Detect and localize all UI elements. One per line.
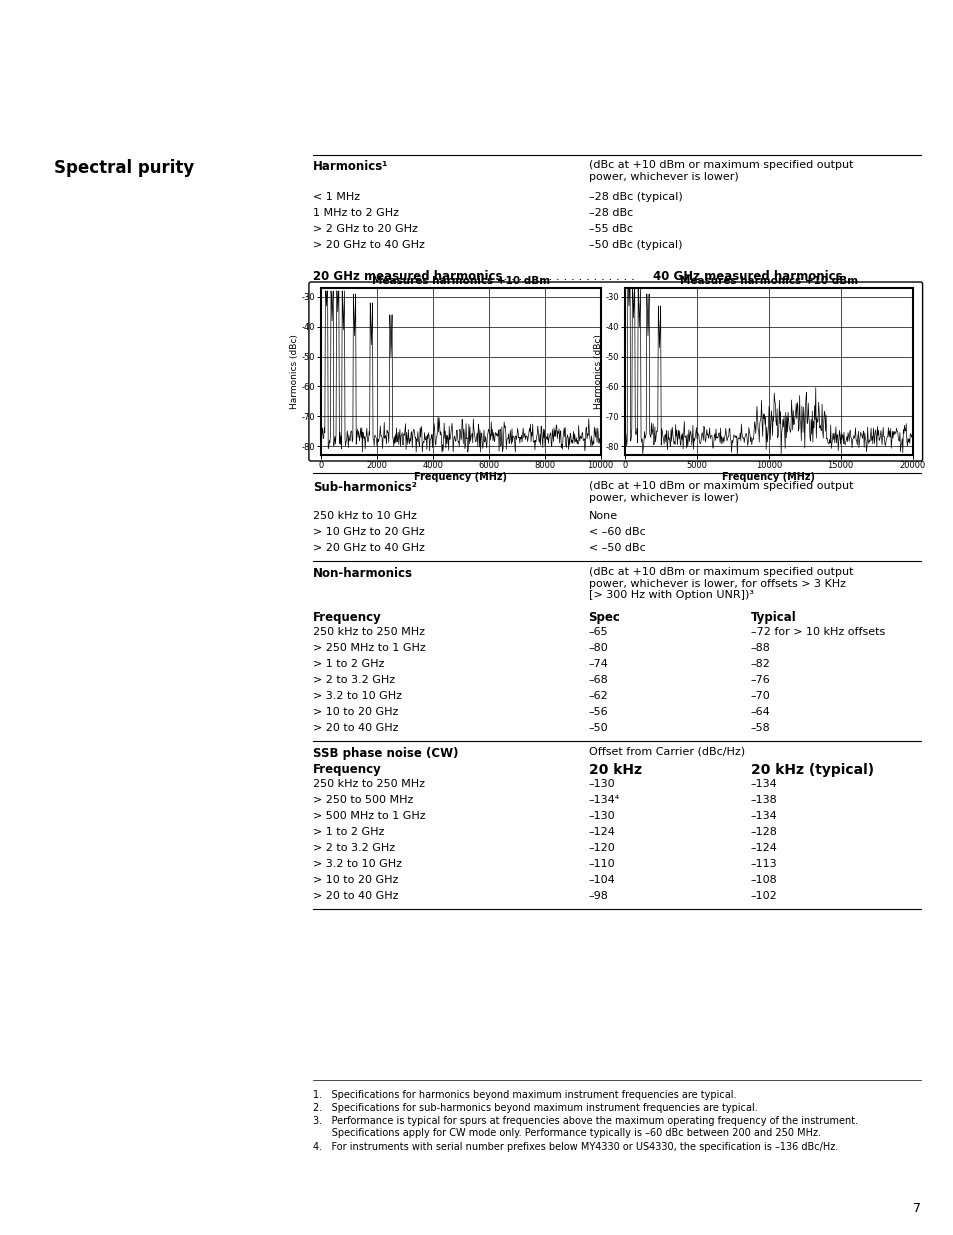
Text: 4.   For instruments with serial number prefixes below MY4330 or US4330, the spe: 4. For instruments with serial number pr… [313,1142,838,1152]
Text: Frequency: Frequency [313,763,381,776]
Text: > 500 MHz to 1 GHz: > 500 MHz to 1 GHz [313,811,425,821]
Text: > 2 to 3.2 GHz: > 2 to 3.2 GHz [313,676,395,685]
Text: –62: –62 [588,692,608,701]
Text: 2.   Specifications for sub-harmonics beyond maximum instrument frequencies are : 2. Specifications for sub-harmonics beyo… [313,1103,757,1113]
Text: > 3.2 to 10 GHz: > 3.2 to 10 GHz [313,692,401,701]
Text: –28 dBc: –28 dBc [588,207,632,219]
Text: > 250 to 500 MHz: > 250 to 500 MHz [313,795,413,805]
X-axis label: Frequency (MHz): Frequency (MHz) [414,472,507,483]
Y-axis label: Harmonics (dBc): Harmonics (dBc) [290,333,298,409]
Text: SSB phase noise (CW): SSB phase noise (CW) [313,747,458,760]
Text: 7: 7 [912,1202,920,1215]
Text: –102: –102 [750,890,777,902]
Text: –50: –50 [588,722,608,734]
Text: > 2 to 3.2 GHz: > 2 to 3.2 GHz [313,844,395,853]
Text: 20 GHz measured harmonics: 20 GHz measured harmonics [313,270,502,283]
Text: < –60 dBc: < –60 dBc [588,527,644,537]
Text: > 20 GHz to 40 GHz: > 20 GHz to 40 GHz [313,240,424,249]
Text: –128: –128 [750,827,777,837]
Text: –104: –104 [588,876,615,885]
Text: 250 kHz to 250 MHz: 250 kHz to 250 MHz [313,779,424,789]
Text: > 20 GHz to 40 GHz: > 20 GHz to 40 GHz [313,543,424,553]
Text: –108: –108 [750,876,777,885]
Text: Spectral purity: Spectral purity [54,159,194,177]
Text: –134: –134 [750,779,777,789]
Text: –124: –124 [588,827,615,837]
Text: Offset from Carrier (dBc/Hz): Offset from Carrier (dBc/Hz) [588,747,744,757]
Text: Frequency: Frequency [313,611,381,624]
Text: –55 dBc: –55 dBc [588,224,632,233]
Text: –70: –70 [750,692,770,701]
Text: –56: –56 [588,706,608,718]
Text: –113: –113 [750,860,777,869]
Text: –130: –130 [588,811,615,821]
Text: > 250 MHz to 1 GHz: > 250 MHz to 1 GHz [313,643,425,653]
Text: > 10 to 20 GHz: > 10 to 20 GHz [313,706,397,718]
Text: –76: –76 [750,676,770,685]
X-axis label: Frequency (MHz): Frequency (MHz) [721,472,815,483]
Text: > 10 GHz to 20 GHz: > 10 GHz to 20 GHz [313,527,424,537]
Text: (dBc at +10 dBm or maximum specified output
power, whichever is lower): (dBc at +10 dBm or maximum specified out… [588,480,852,503]
Text: None: None [588,511,618,521]
Text: 1.   Specifications for harmonics beyond maximum instrument frequencies are typi: 1. Specifications for harmonics beyond m… [313,1091,736,1100]
Text: > 20 to 40 GHz: > 20 to 40 GHz [313,890,398,902]
Text: (dBc at +10 dBm or maximum specified output
power, whichever is lower, for offse: (dBc at +10 dBm or maximum specified out… [588,567,852,600]
Text: 250 kHz to 10 GHz: 250 kHz to 10 GHz [313,511,416,521]
Text: –134: –134 [750,811,777,821]
Text: . . . . . . . . . . . . . . . . . . . .: . . . . . . . . . . . . . . . . . . . . [480,270,634,283]
Text: Non-harmonics: Non-harmonics [313,567,413,580]
Text: –64: –64 [750,706,770,718]
Y-axis label: Harmonics (dBc): Harmonics (dBc) [594,333,602,409]
Text: 1 MHz to 2 GHz: 1 MHz to 2 GHz [313,207,398,219]
Text: 40 GHz measured harmonics: 40 GHz measured harmonics [652,270,841,283]
Text: –82: –82 [750,659,770,669]
Text: –58: –58 [750,722,770,734]
Text: –68: –68 [588,676,608,685]
Text: > 10 to 20 GHz: > 10 to 20 GHz [313,876,397,885]
Title: Measures harmonics +10 dBm: Measures harmonics +10 dBm [679,275,857,285]
Text: < 1 MHz: < 1 MHz [313,191,359,203]
FancyBboxPatch shape [309,282,922,461]
Text: –138: –138 [750,795,777,805]
Text: 20 kHz (typical): 20 kHz (typical) [750,763,873,777]
Text: –74: –74 [588,659,608,669]
Text: –88: –88 [750,643,770,653]
Text: > 3.2 to 10 GHz: > 3.2 to 10 GHz [313,860,401,869]
Text: 20 kHz: 20 kHz [588,763,641,777]
Text: (dBc at +10 dBm or maximum specified output
power, whichever is lower): (dBc at +10 dBm or maximum specified out… [588,161,852,182]
Text: 3.   Performance is typical for spurs at frequencies above the maximum operating: 3. Performance is typical for spurs at f… [313,1116,857,1137]
Text: Harmonics¹: Harmonics¹ [313,161,388,173]
Text: < –50 dBc: < –50 dBc [588,543,644,553]
Text: –134⁴: –134⁴ [588,795,619,805]
Text: –80: –80 [588,643,608,653]
Text: –124: –124 [750,844,777,853]
Text: –65: –65 [588,627,608,637]
Text: Spec: Spec [588,611,619,624]
Text: Typical: Typical [750,611,796,624]
Text: –72 for > 10 kHz offsets: –72 for > 10 kHz offsets [750,627,884,637]
Text: –98: –98 [588,890,608,902]
Text: 250 kHz to 250 MHz: 250 kHz to 250 MHz [313,627,424,637]
Text: –28 dBc (typical): –28 dBc (typical) [588,191,681,203]
Text: Sub-harmonics²: Sub-harmonics² [313,480,416,494]
Title: Measures harmonics +10 dBm: Measures harmonics +10 dBm [372,275,549,285]
Text: –130: –130 [588,779,615,789]
Text: –110: –110 [588,860,615,869]
Text: > 1 to 2 GHz: > 1 to 2 GHz [313,659,384,669]
Text: > 20 to 40 GHz: > 20 to 40 GHz [313,722,398,734]
Text: > 1 to 2 GHz: > 1 to 2 GHz [313,827,384,837]
Text: > 2 GHz to 20 GHz: > 2 GHz to 20 GHz [313,224,417,233]
Text: –50 dBc (typical): –50 dBc (typical) [588,240,681,249]
Text: –120: –120 [588,844,615,853]
